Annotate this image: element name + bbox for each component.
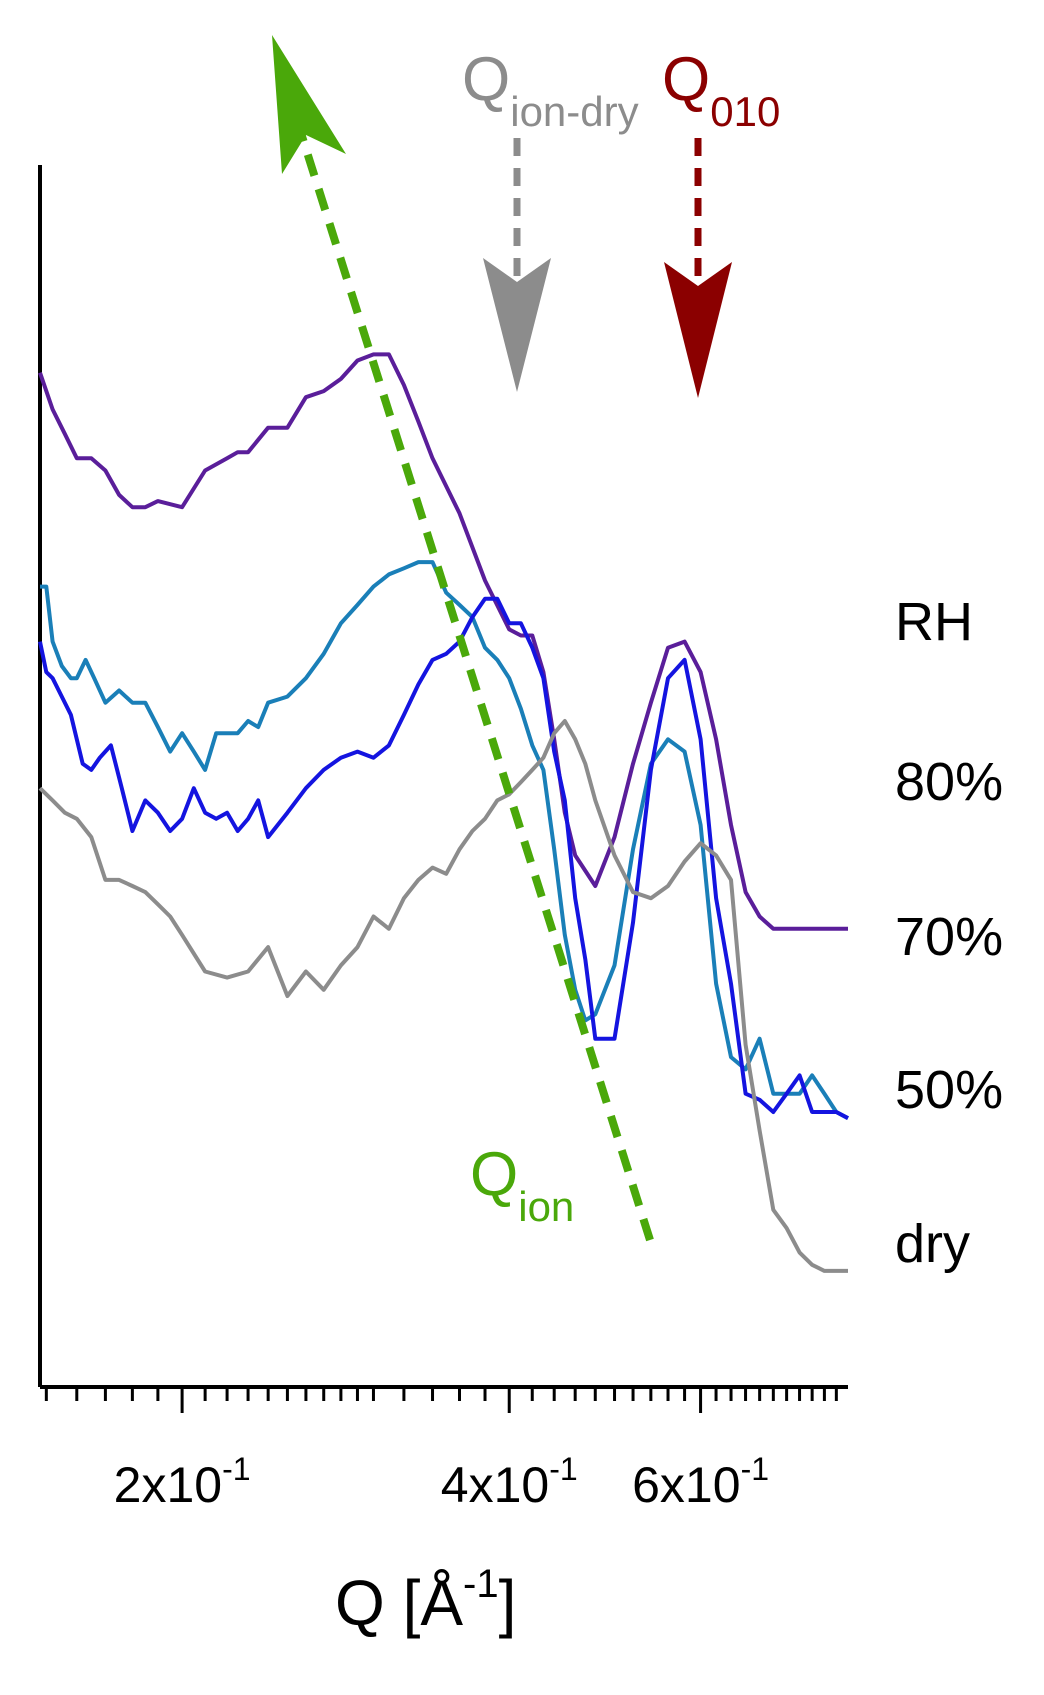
x-tick-label-mantissa-2: 6x10	[632, 1457, 740, 1513]
q-ion-label-sub: ion	[518, 1183, 574, 1230]
q-ion-arrow-head	[272, 35, 346, 174]
q-ion-label: Qion	[470, 1140, 574, 1230]
q-010-arrow	[664, 138, 732, 398]
legend-entry-dry: dry	[895, 1214, 970, 1274]
q-010-arrow-head	[664, 262, 732, 398]
series-line-70	[40, 560, 849, 1120]
q-ion-dry-label: Qion-dry	[462, 45, 639, 135]
q-010-label-sub: 010	[710, 88, 780, 135]
q-ion-arrow-shaft	[296, 128, 654, 1242]
x-axis-title-base: Q [Å	[335, 1567, 463, 1639]
series-line-50	[38, 596, 849, 1120]
x-tick-label-mantissa-0: 2x10	[114, 1457, 222, 1513]
q-010-label-main: Q	[662, 45, 710, 114]
x-axis-title: Q [Å-1]	[335, 1562, 516, 1639]
q-010-label: Q010	[662, 45, 780, 135]
x-axis-title-sup: -1	[463, 1562, 499, 1606]
q-ion-arrow	[272, 35, 654, 1242]
x-tick-label-exponent-0: -1	[222, 1451, 250, 1487]
legend: RH 80% 70% 50% dry	[895, 592, 1003, 1274]
legend-entry-80: 80%	[895, 752, 1003, 812]
x-tick-label-1: 4x10-1	[441, 1451, 578, 1513]
x-tick-label-0: 2x10-1	[114, 1451, 251, 1513]
q-ion-dry-label-sub: ion-dry	[510, 88, 638, 135]
q-ion-dry-label-main: Q	[462, 45, 510, 114]
legend-entry-50: 50%	[895, 1060, 1003, 1120]
x-tick-label-exponent-1: -1	[549, 1451, 577, 1487]
series-group	[38, 352, 849, 1273]
q-ion-dry-arrow-head	[483, 258, 551, 392]
x-tick-label-exponent-2: -1	[741, 1451, 769, 1487]
legend-entry-70: 70%	[895, 907, 1003, 967]
series-line-dry	[38, 719, 848, 1273]
x-tick-label-mantissa-1: 4x10	[441, 1457, 549, 1513]
x-axis-title-close: ]	[499, 1567, 517, 1639]
q-ion-dry-arrow	[483, 138, 551, 392]
x-tick-label-2: 6x10-1	[632, 1451, 769, 1513]
legend-title: RH	[895, 592, 973, 652]
q-ion-label-main: Q	[470, 1140, 518, 1209]
series-line-80	[38, 352, 848, 931]
x-axis-tick-labels: 2x10-1 4x10-1 6x10-1	[114, 1451, 769, 1513]
x-axis-ticks	[44, 1387, 838, 1413]
